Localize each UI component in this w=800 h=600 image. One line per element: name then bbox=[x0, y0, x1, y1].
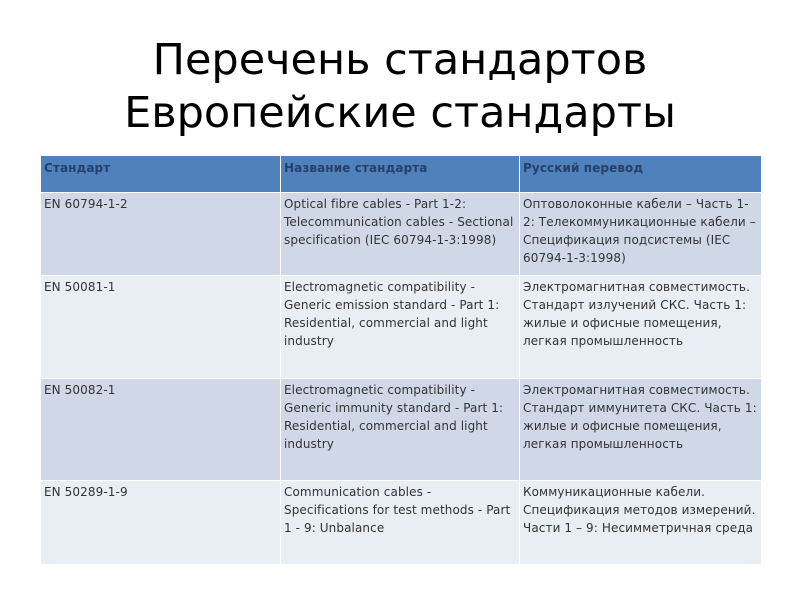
standards-table: Стандарт Название стандарта Русский пере… bbox=[40, 155, 762, 565]
cell-standard: EN 50081-1 bbox=[40, 275, 281, 379]
cell-name: Electromagnetic compatibility - Generic … bbox=[280, 378, 520, 481]
cell-standard: EN 60794-1-2 bbox=[40, 192, 281, 276]
cell-standard: EN 50289-1-9 bbox=[40, 480, 281, 565]
title-line-1: Перечень стандартов bbox=[152, 35, 648, 85]
cell-translation: Электромагнитная совместимость. Стандарт… bbox=[519, 378, 762, 481]
cell-name: Communication cables - Specifications fo… bbox=[280, 480, 520, 565]
header-name: Название стандарта bbox=[280, 155, 520, 193]
header-translation: Русский перевод bbox=[519, 155, 762, 193]
slide-title: Перечень стандартов Европейские стандарт… bbox=[0, 34, 800, 140]
header-standard: Стандарт bbox=[40, 155, 281, 193]
table-row: EN 60794-1-2 Optical fibre cables - Part… bbox=[40, 192, 762, 276]
table-row: EN 50081-1 Electromagnetic compatibility… bbox=[40, 275, 762, 379]
cell-standard: EN 50082-1 bbox=[40, 378, 281, 481]
cell-name: Electromagnetic compatibility - Generic … bbox=[280, 275, 520, 379]
table-row: EN 50289-1-9 Communication cables - Spec… bbox=[40, 480, 762, 565]
cell-name: Optical fibre cables - Part 1-2: Telecom… bbox=[280, 192, 520, 276]
cell-translation: Электромагнитная совместимость. Стандарт… bbox=[519, 275, 762, 379]
title-line-2: Европейские стандарты bbox=[124, 88, 676, 138]
table-header-row: Стандарт Название стандарта Русский пере… bbox=[40, 155, 762, 193]
cell-translation: Оптоволоконные кабели – Часть 1-2: Телек… bbox=[519, 192, 762, 276]
table-row: EN 50082-1 Electromagnetic compatibility… bbox=[40, 378, 762, 481]
cell-translation: Коммуникационные кабели. Спецификация ме… bbox=[519, 480, 762, 565]
